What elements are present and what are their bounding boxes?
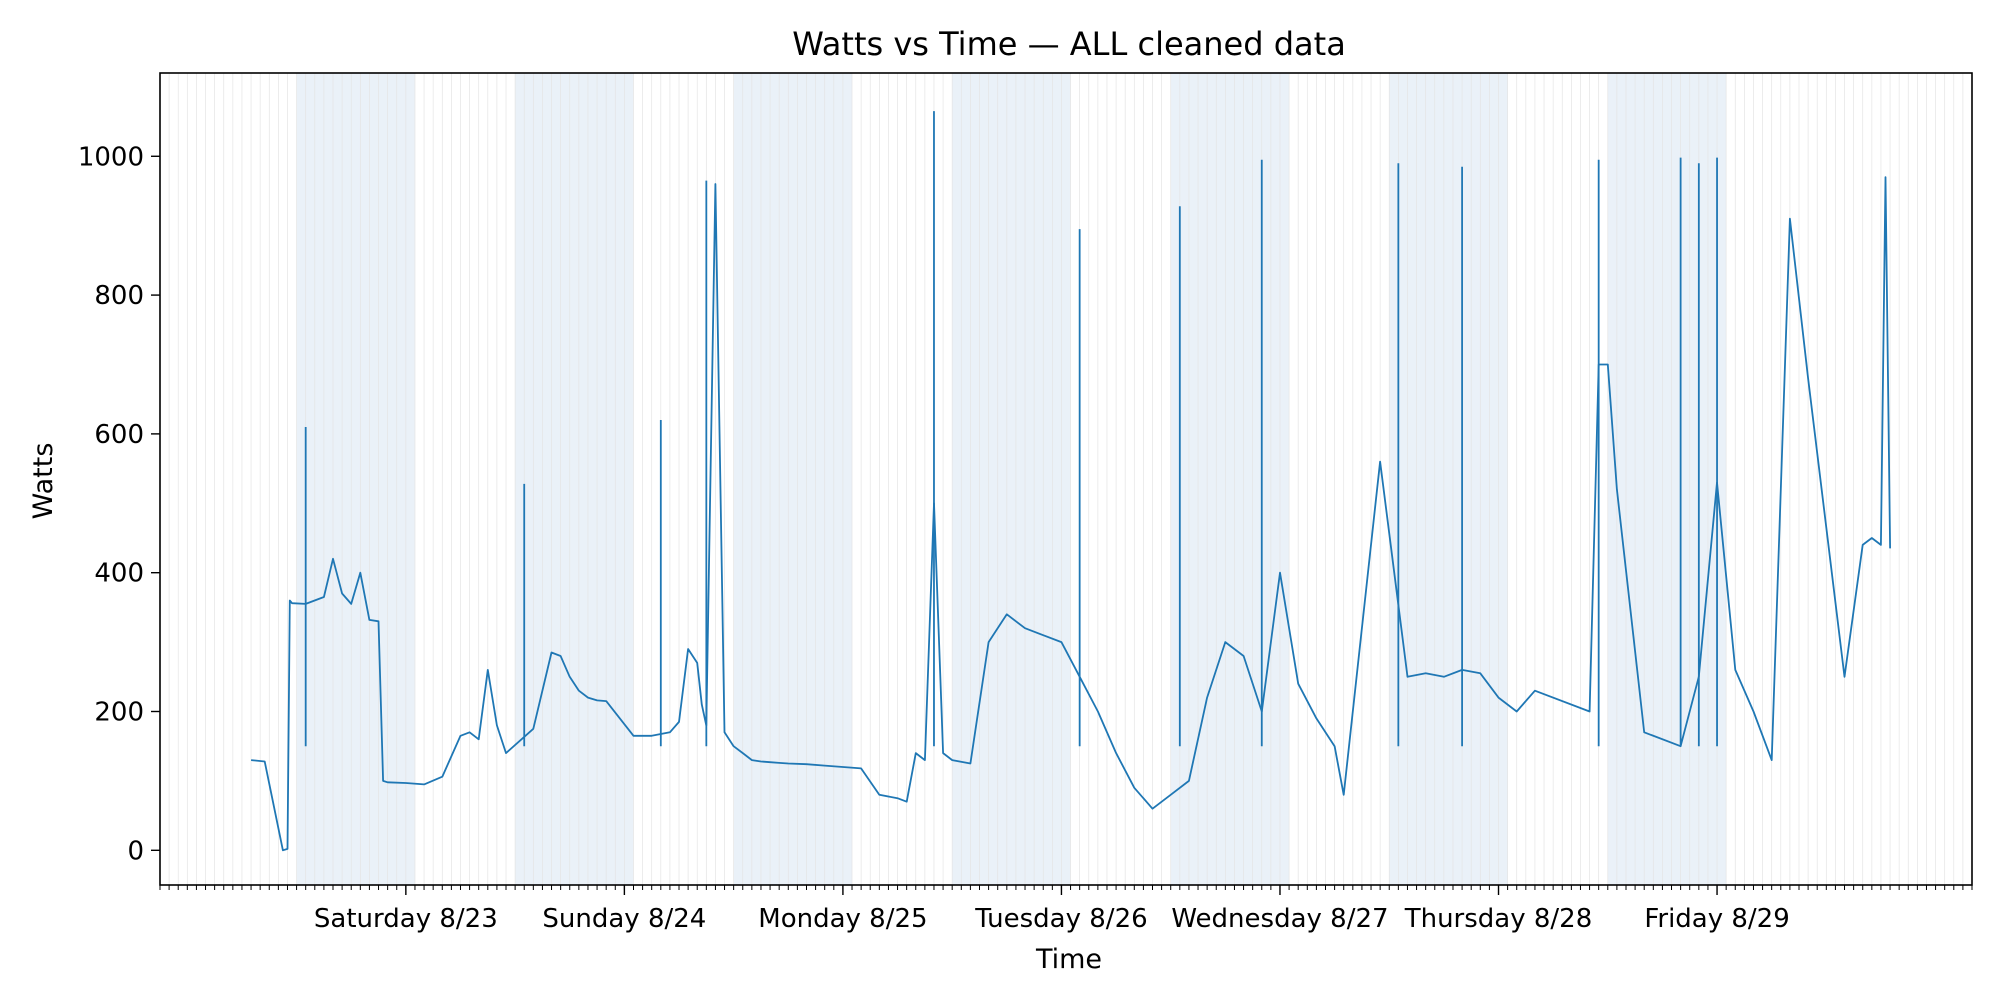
series-line [251, 176, 1891, 852]
shaded-period [1607, 73, 1727, 885]
y-tick-label: 200 [94, 697, 144, 727]
shaded-period [515, 73, 634, 885]
x-axis-ticks: Saturday 8/23 Sunday 8/24 Monday 8/25 Tuesd… [159, 885, 1973, 934]
chart-title: Watts vs Time — ALL cleaned data [792, 25, 1346, 63]
y-tick-label: 1000 [78, 142, 144, 172]
x-tick-label: Friday 8/29 [1644, 904, 1789, 934]
vertical-grid [159, 73, 1973, 885]
y-tick-label: 600 [94, 420, 144, 450]
y-axis-label: Watts [28, 443, 59, 520]
plot-frame [159, 72, 1973, 886]
shaded-periods [296, 73, 1727, 885]
x-axis-label: Time [1035, 944, 1102, 975]
x-tick-label: Monday 8/25 [758, 904, 927, 934]
x-tick-label: Saturday 8/23 [314, 904, 498, 934]
x-tick-label: Wednesday 8/27 [1171, 904, 1388, 934]
series-line-layer [251, 111, 1891, 852]
shaded-period [733, 73, 853, 885]
shaded-period [296, 73, 415, 885]
shaded-period [1389, 73, 1508, 885]
shaded-period [1170, 73, 1290, 885]
x-tick-label: Sunday 8/24 [542, 904, 706, 934]
y-axis-ticks: 0 200 400 600 800 1000 [78, 142, 160, 866]
x-tick-label: Thursday 8/28 [1404, 904, 1593, 934]
y-tick-label: 0 [127, 836, 144, 866]
x-tick-label: Tuesday 8/26 [974, 904, 1147, 934]
y-tick-label: 400 [94, 559, 144, 589]
y-tick-label: 800 [94, 281, 144, 311]
